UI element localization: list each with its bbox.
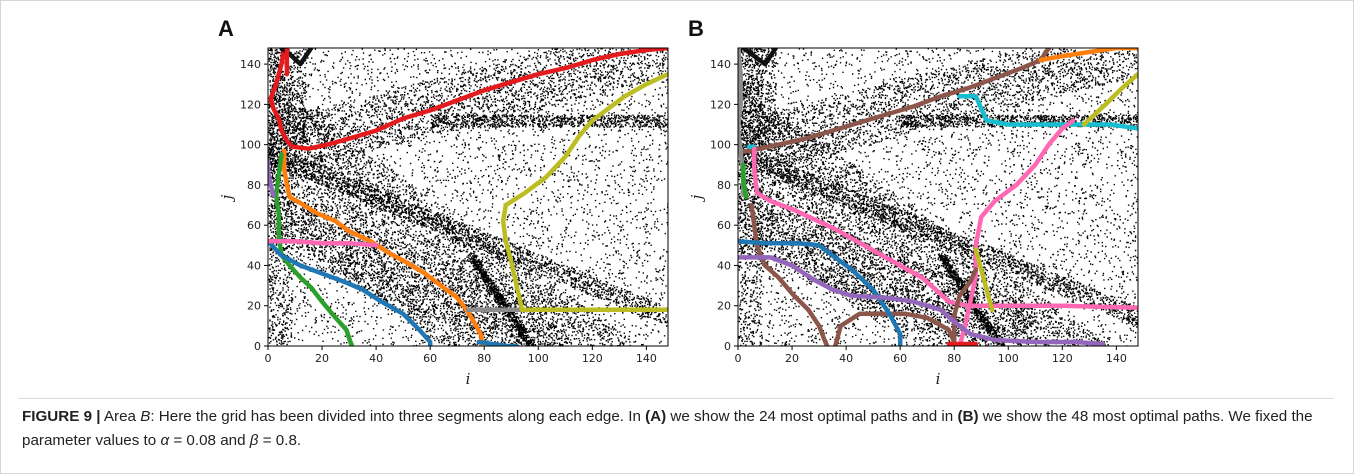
caption-segment: α	[160, 432, 170, 449]
x-tick-label: 120	[1052, 352, 1073, 365]
y-tick-label: 40	[717, 259, 731, 272]
x-tick-label: 20	[315, 352, 329, 365]
caption-segment: B	[140, 408, 151, 425]
caption-segment: we show the 48 most optimal paths. We fi…	[22, 408, 1313, 449]
x-tick-label: 140	[636, 352, 657, 365]
caption-segment: (A)	[645, 408, 667, 425]
optimal-path	[738, 48, 1052, 155]
x-tick-label: 80	[947, 352, 961, 365]
caption-divider	[18, 398, 1334, 399]
y-tick-label: 100	[240, 139, 261, 152]
x-axis-label: i	[466, 370, 471, 388]
y-tick-label: 80	[247, 179, 261, 192]
x-tick-label: 100	[528, 352, 549, 365]
panel-b: B 0 20 40 60 80 100 120 140 0 20 40 60 80 100 120 140 i j	[680, 14, 1160, 394]
optimal-path	[268, 48, 668, 151]
caption-segment: : Here the grid has been divided into th…	[150, 408, 646, 425]
optimal-path	[281, 148, 484, 346]
optimal-path	[957, 94, 1138, 131]
caption-body: Area B: Here the grid has been divided i…	[22, 408, 1313, 449]
optimal-path	[268, 158, 276, 198]
x-axis-label: i	[936, 370, 941, 388]
x-tick-label: 140	[1106, 352, 1127, 365]
optimal-path	[738, 239, 903, 346]
scatter-plot-a: A 0 20 40 60 80 100 120 140 0 20 40 60 80 100 120 140 i j	[218, 16, 669, 388]
panel-letter: B	[688, 16, 704, 41]
x-tick-label: 60	[893, 352, 907, 365]
optimal-path	[500, 71, 668, 313]
optimal-path	[751, 146, 1138, 310]
caption-segment: β	[249, 432, 259, 449]
y-tick-label: 120	[240, 98, 261, 111]
x-tick-label: 60	[423, 352, 437, 365]
optimal-path	[268, 239, 379, 248]
y-tick-label: 80	[717, 179, 731, 192]
optimal-path	[749, 202, 830, 346]
x-tick-label: 80	[477, 352, 491, 365]
y-tick-label: 140	[710, 58, 731, 71]
y-tick-label: 0	[254, 340, 261, 353]
background-point-cloud	[738, 48, 1138, 346]
y-axis-label: j	[218, 194, 236, 202]
x-tick-label: 40	[839, 352, 853, 365]
y-tick-label: 100	[710, 139, 731, 152]
y-tick-label: 140	[240, 58, 261, 71]
caption-segment: Area	[100, 408, 141, 425]
background-point-cloud	[268, 48, 668, 346]
y-tick-label: 60	[247, 219, 261, 232]
plot-frame	[737, 47, 1139, 347]
optimal-path	[741, 162, 749, 200]
figure-label: FIGURE 9 |	[22, 408, 101, 425]
caption-segment: (B)	[957, 408, 979, 425]
panel-a: A 0 20 40 60 80 100 120 140 0 20 40 60 80 100 120 140 i j	[210, 14, 690, 394]
y-tick-label: 120	[710, 98, 731, 111]
y-tick-label: 40	[247, 259, 261, 272]
x-tick-label: 0	[265, 352, 272, 365]
optimal-path	[273, 152, 355, 346]
figure-caption: FIGURE 9 | Area B: Here the grid has bee…	[22, 405, 1334, 453]
optimal-path	[833, 311, 957, 346]
y-tick-label: 60	[717, 219, 731, 232]
caption-segment: = 0.08 and	[169, 432, 250, 449]
x-tick-label: 100	[998, 352, 1019, 365]
x-tick-label: 40	[369, 352, 383, 365]
optimal-path	[973, 247, 995, 313]
x-tick-label: 120	[582, 352, 603, 365]
y-tick-label: 20	[717, 300, 731, 313]
optimal-path	[268, 239, 433, 346]
y-tick-label: 0	[724, 340, 731, 353]
optimal-path	[738, 255, 1106, 346]
x-tick-label: 0	[735, 352, 742, 365]
optimal-path	[476, 339, 519, 346]
optimal-path	[957, 118, 1076, 346]
scatter-plot-b: B 0 20 40 60 80 100 120 140 0 20 40 60 80 100 120 140 i j	[688, 16, 1139, 388]
x-tick-label: 20	[785, 352, 799, 365]
optimal-path	[741, 48, 779, 67]
caption-segment: we show the 24 most optimal paths and in	[666, 408, 958, 425]
y-tick-label: 20	[247, 300, 261, 313]
caption-segment: = 0.8.	[258, 432, 302, 449]
optimal-path	[1038, 48, 1138, 63]
y-axis-label: j	[688, 194, 706, 202]
panel-letter: A	[218, 16, 234, 41]
plot-frame	[267, 47, 669, 347]
optimal-path	[1081, 71, 1138, 127]
